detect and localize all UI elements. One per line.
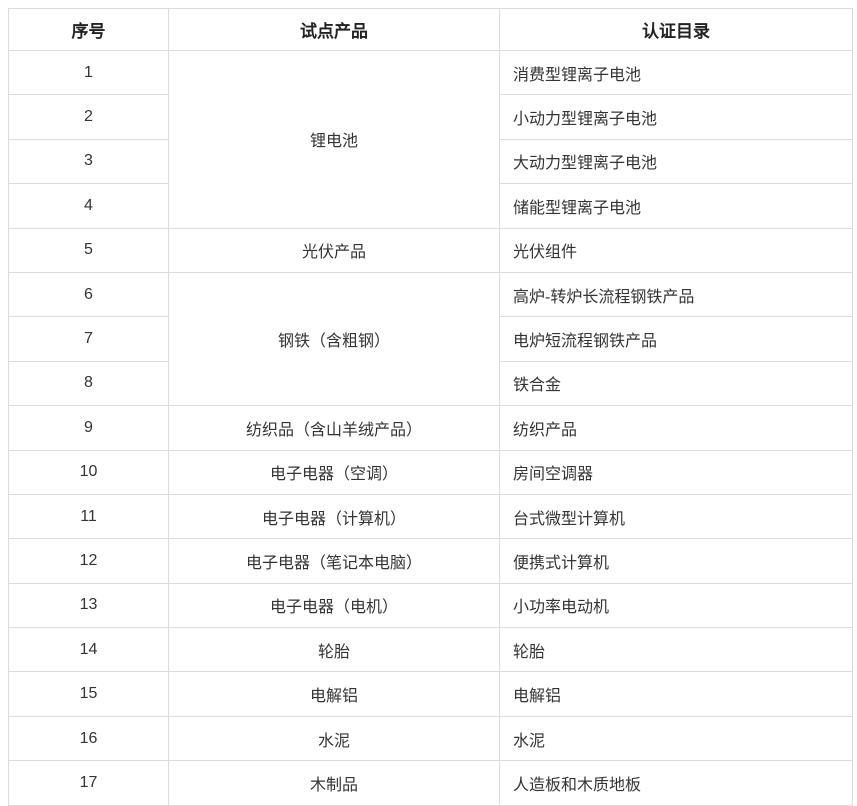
certification-catalog-cell: 消费型锂离子电池 — [499, 49, 853, 96]
serial-number-cell: 13 — [8, 582, 169, 629]
table-row: 12 电子电器（笔记本电脑） 便携式计算机 — [8, 538, 853, 584]
table-row: 1 锂电池 消费型锂离子电池 — [8, 49, 853, 229]
serial-number-cell: 10 — [8, 449, 169, 495]
certification-catalog-cell: 高炉-转炉长流程钢铁产品 — [499, 271, 853, 318]
pilot-product-cell: 水泥 — [168, 715, 500, 762]
header-row: 序号 试点产品 认证目录 — [8, 8, 853, 51]
table-row: 9 纺织品（含山羊绒产品） 纺织产品 — [8, 405, 853, 451]
serial-number-cell: 14 — [8, 627, 169, 673]
certification-catalog-cell: 光伏组件 — [499, 227, 853, 273]
pilot-product-cell: 电子电器（空调） — [168, 449, 500, 495]
table-row: 6 钢铁（含粗钢） 高炉-转炉长流程钢铁产品 — [8, 271, 853, 407]
certification-catalog-cell: 小功率电动机 — [499, 582, 853, 629]
header-certification-catalog: 认证目录 — [499, 8, 853, 51]
serial-number-cell: 1 — [8, 49, 169, 96]
table-row: 15 电解铝 电解铝 — [8, 671, 853, 717]
certification-catalog-cell: 储能型锂离子电池 — [499, 183, 853, 229]
certification-catalog-cell: 大动力型锂离子电池 — [499, 138, 853, 185]
certification-catalog-cell: 台式微型计算机 — [499, 493, 853, 540]
table-row: 8 铁合金 — [8, 360, 853, 407]
pilot-product-cell: 纺织品（含山羊绒产品） — [168, 405, 500, 451]
certification-catalog-cell: 房间空调器 — [499, 449, 853, 495]
serial-number-cell: 11 — [8, 493, 169, 540]
header-serial-number: 序号 — [8, 8, 169, 51]
certification-catalog-cell: 便携式计算机 — [499, 538, 853, 584]
serial-number-cell: 2 — [8, 94, 169, 140]
certification-catalog-cell: 人造板和木质地板 — [499, 760, 853, 806]
table-row: 4 储能型锂离子电池 — [8, 183, 853, 229]
serial-number-cell: 16 — [8, 715, 169, 762]
table-row: 17 木制品 人造板和木质地板 — [8, 760, 853, 806]
serial-number-cell: 6 — [8, 271, 169, 318]
certification-catalog-cell: 小动力型锂离子电池 — [499, 94, 853, 140]
header-pilot-product: 试点产品 — [168, 8, 500, 51]
table-row: 13 电子电器（电机） 小功率电动机 — [8, 582, 853, 629]
table-row: 7 电炉短流程钢铁产品 — [8, 316, 853, 362]
pilot-product-cell: 木制品 — [168, 760, 500, 806]
table-row: 3 大动力型锂离子电池 — [8, 138, 853, 185]
pilot-product-cell: 钢铁（含粗钢） — [168, 271, 500, 407]
certification-catalog-cell: 铁合金 — [499, 360, 853, 407]
serial-number-cell: 5 — [8, 227, 169, 273]
table-row: 14 轮胎 轮胎 — [8, 627, 853, 673]
table-row: 5 光伏产品 光伏组件 — [8, 227, 853, 273]
serial-number-cell: 7 — [8, 316, 169, 362]
pilot-product-cell: 电解铝 — [168, 671, 500, 717]
serial-number-cell: 17 — [8, 760, 169, 806]
table-body: 1 锂电池 消费型锂离子电池 2 小动力型锂离子电池 3 大动力型锂离子电池 4 储能型锂离子电… — [8, 49, 853, 806]
table-header: 序号 试点产品 认证目录 — [8, 8, 853, 51]
pilot-product-cell: 轮胎 — [168, 627, 500, 673]
serial-number-cell: 9 — [8, 405, 169, 451]
certification-catalog-cell: 水泥 — [499, 715, 853, 762]
pilot-product-cell: 电子电器（笔记本电脑） — [168, 538, 500, 584]
pilot-product-cell: 电子电器（电机） — [168, 582, 500, 629]
serial-number-cell: 15 — [8, 671, 169, 717]
serial-number-cell: 3 — [8, 138, 169, 185]
table-row: 16 水泥 水泥 — [8, 715, 853, 762]
certification-catalog-cell: 电炉短流程钢铁产品 — [499, 316, 853, 362]
table-row: 2 小动力型锂离子电池 — [8, 94, 853, 140]
serial-number-cell: 4 — [8, 183, 169, 229]
serial-number-cell: 8 — [8, 360, 169, 407]
serial-number-cell: 12 — [8, 538, 169, 584]
table-row: 11 电子电器（计算机） 台式微型计算机 — [8, 493, 853, 540]
pilot-product-cell: 光伏产品 — [168, 227, 500, 273]
certification-catalog-cell: 轮胎 — [499, 627, 853, 673]
pilot-products-table: 序号 试点产品 认证目录 1 锂电池 消费型锂离子电池 2 小动力型锂离子电池 3 大动力型… — [8, 8, 853, 806]
pilot-product-cell: 锂电池 — [168, 50, 500, 229]
pilot-product-cell: 电子电器（计算机） — [168, 493, 500, 540]
certification-catalog-cell: 纺织产品 — [499, 405, 853, 451]
table-row: 10 电子电器（空调） 房间空调器 — [8, 449, 853, 495]
certification-catalog-cell: 电解铝 — [499, 671, 853, 717]
